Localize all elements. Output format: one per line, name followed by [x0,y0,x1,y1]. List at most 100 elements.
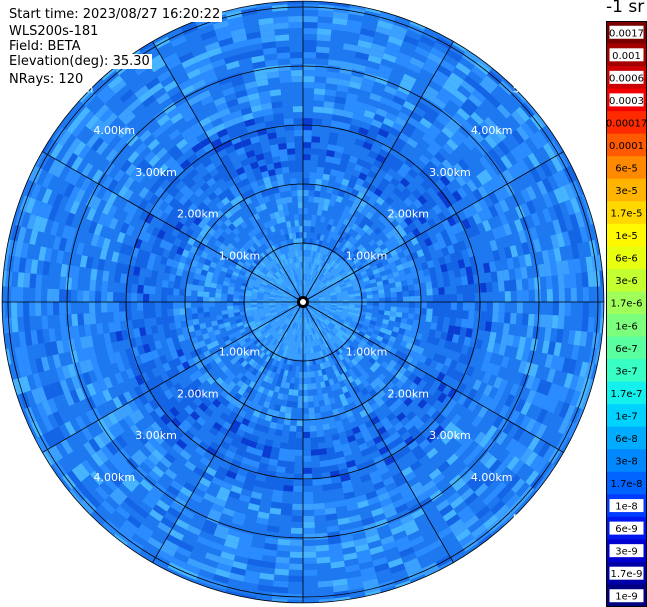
ppi-cell [477,263,485,275]
ppi-cell [232,479,245,489]
ppi-cell [319,350,324,358]
ppi-cell [75,387,86,402]
ppi-cell [197,393,207,403]
ppi-cell [121,461,135,475]
ppi-cell [369,501,382,512]
ppi-cell [474,339,483,350]
ppi-cell [370,282,378,288]
ppi-cell [487,148,501,163]
ppi-cell [529,363,539,378]
ppi-cell [275,367,282,375]
ppi-cell [424,357,433,367]
ppi-cell [323,429,332,437]
ppi-cell [404,471,417,483]
ppi-cell [312,202,319,210]
ppi-cell [255,473,266,482]
ppi-cell [390,101,403,112]
ppi-cell [429,489,443,502]
ppi-cell [163,489,177,502]
ppi-cell [534,302,541,315]
ppi-cell [303,184,310,191]
ppi-cell [24,258,33,274]
ppi-cell [396,296,403,302]
ppi-cell [505,438,518,453]
ppi-cell [311,334,316,341]
ppi-cell [318,297,325,300]
ppi-cell [528,302,535,315]
ppi-cell [452,201,463,213]
ppi-cell [103,376,113,390]
ppi-cell [203,291,210,298]
ppi-cell [330,35,345,44]
ppi-cell [430,156,442,168]
ppi-cell [264,340,271,348]
ppi-cell [371,119,383,129]
ppi-cell [278,411,286,419]
ppi-cell [147,536,163,550]
ppi-cell [362,578,379,588]
ppi-cell [120,273,128,284]
ppi-cell [347,180,356,189]
ppi-cell [143,285,150,294]
ppi-cell [156,499,171,512]
ppi-cell [284,318,290,324]
ppi-cell [472,245,481,256]
ppi-cell [63,406,75,421]
ppi-cell [380,535,395,546]
ppi-cell [414,289,421,297]
ppi-cell [552,302,559,316]
ppi-cell [445,77,461,91]
ppi-cell [396,51,413,63]
ppi-cell [310,160,318,167]
ppi-cell [398,461,410,472]
ppi-cell [402,307,409,314]
ppi-cell [262,320,269,325]
ppi-cell [331,29,346,38]
ppi-cell [258,287,265,292]
ppi-cell [90,470,104,486]
ppi-cell [224,368,233,377]
ppi-cell [380,360,389,369]
ppi-cell [251,454,262,463]
ppi-cell [340,373,347,381]
ppi-cell [465,365,475,377]
ppi-cell [313,88,326,96]
ppi-cell [11,302,18,318]
ppi-cell [387,487,401,498]
ppi-cell [303,419,310,426]
ppi-cell [348,514,362,524]
ppi-cell [87,245,97,258]
ppi-cell [277,341,283,349]
ppi-cell [361,479,374,489]
ppi-cell [341,178,350,187]
ppi-cell [407,336,416,345]
ppi-cell [531,183,543,198]
ppi-cell [289,321,294,327]
ppi-cell [424,57,440,70]
ppi-cell [58,352,68,367]
ppi-cell [304,286,307,293]
ppi-cell [373,31,390,42]
ppi-cell [303,497,314,504]
ppi-cell [260,406,269,415]
ppi-cell [126,474,140,488]
ppi-cell [490,499,506,515]
ppi-cell [337,243,345,251]
ppi-cell [314,184,322,192]
ppi-cell [486,292,493,302]
ppi-cell [353,183,363,192]
ppi-cell [365,368,374,377]
ppi-cell [340,245,348,253]
ppi-cell [275,556,290,564]
ppi-cell [328,199,336,207]
ppi-cell [315,382,322,389]
ppi-cell [533,314,541,327]
ppi-cell [397,345,406,353]
ppi-cell [413,127,426,139]
ppi-cell [543,262,552,277]
ppi-cell [476,370,486,382]
ppi-cell [558,201,570,218]
ppi-cell [305,347,309,354]
ppi-cell [340,285,347,290]
ppi-cell [516,290,523,302]
